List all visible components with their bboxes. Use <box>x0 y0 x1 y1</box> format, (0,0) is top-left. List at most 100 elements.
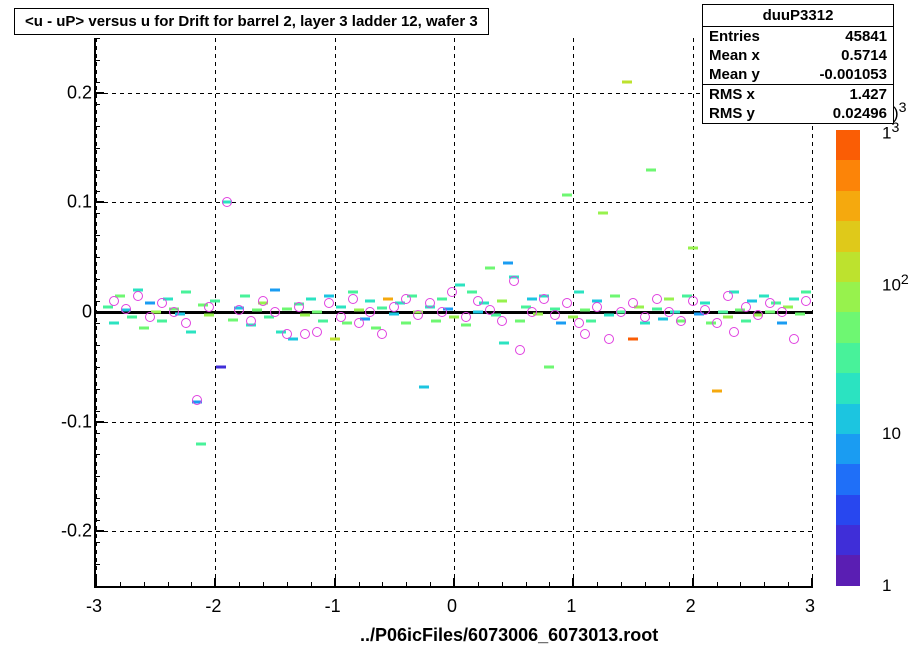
data-marker <box>499 341 509 344</box>
stats-rmsx: RMS x1.427 <box>703 85 893 104</box>
data-marker <box>789 297 799 300</box>
profile-marker <box>485 305 495 315</box>
profile-marker <box>616 307 626 317</box>
data-marker <box>383 297 393 300</box>
profile-marker <box>181 318 191 328</box>
colorbar-tick: 10 <box>882 424 901 444</box>
data-marker <box>556 321 566 324</box>
profile-marker <box>377 329 387 339</box>
data-marker <box>449 316 459 319</box>
profile-marker <box>169 307 179 317</box>
profile-marker <box>348 294 358 304</box>
data-marker <box>795 313 805 316</box>
profile-marker <box>592 302 602 312</box>
data-marker <box>336 305 346 308</box>
data-marker <box>252 308 262 311</box>
profile-marker <box>222 197 232 207</box>
data-marker <box>497 300 507 303</box>
profile-marker <box>700 305 710 315</box>
data-marker <box>228 318 238 321</box>
data-marker <box>109 321 119 324</box>
ytick-label: 0.1 <box>32 192 92 213</box>
xtick-label: 2 <box>686 596 696 617</box>
xtick-label: -1 <box>325 596 341 617</box>
profile-marker <box>234 305 244 315</box>
profile-marker <box>300 329 310 339</box>
data-marker <box>712 389 722 392</box>
ytick-label: -0.2 <box>32 521 92 542</box>
data-marker <box>240 294 250 297</box>
profile-marker <box>539 294 549 304</box>
profile-marker <box>509 276 519 286</box>
profile-marker <box>109 296 119 306</box>
profile-marker <box>246 316 256 326</box>
stats-entries: Entries45841 <box>703 27 893 46</box>
profile-marker <box>258 296 268 306</box>
data-marker <box>455 283 465 286</box>
data-marker <box>586 319 596 322</box>
profile-marker <box>550 310 560 320</box>
data-marker <box>503 261 513 264</box>
data-marker <box>688 247 698 250</box>
profile-marker <box>753 310 763 320</box>
data-marker <box>377 306 387 309</box>
profile-marker <box>121 304 131 314</box>
profile-marker <box>473 296 483 306</box>
data-marker <box>300 314 310 317</box>
profile-marker <box>515 345 525 355</box>
data-marker <box>318 319 328 322</box>
data-marker <box>646 168 656 171</box>
data-marker <box>365 300 375 303</box>
profile-marker <box>270 307 280 317</box>
profile-marker <box>157 298 167 308</box>
profile-marker <box>312 327 322 337</box>
stats-box: duuP3312 Entries45841 Mean x0.5714 Mean … <box>702 4 894 124</box>
profile-marker <box>741 302 751 312</box>
data-marker <box>515 319 525 322</box>
data-marker <box>270 289 280 292</box>
data-marker <box>610 294 620 297</box>
footer-path: ../P06icFiles/6073006_6073013.root <box>360 625 658 646</box>
data-marker <box>312 311 322 314</box>
data-marker <box>544 365 554 368</box>
profile-marker <box>664 307 674 317</box>
ytick-label: -0.1 <box>32 411 92 432</box>
data-marker <box>401 321 411 324</box>
colorbar-tick: 1 <box>882 576 891 596</box>
data-marker <box>485 267 495 270</box>
profile-marker <box>604 334 614 344</box>
profile-marker <box>389 302 399 312</box>
data-marker <box>324 294 334 297</box>
profile-marker <box>401 294 411 304</box>
profile-marker <box>461 312 471 322</box>
data-marker <box>777 321 787 324</box>
profile-marker <box>652 294 662 304</box>
ytick-label: 0 <box>32 302 92 323</box>
profile-marker <box>676 316 686 326</box>
profile-marker <box>801 296 811 306</box>
data-marker <box>718 311 728 314</box>
profile-marker <box>133 291 143 301</box>
data-marker <box>216 365 226 368</box>
profile-marker <box>437 307 447 317</box>
profile-marker <box>336 312 346 322</box>
stats-meanx: Mean x0.5714 <box>703 46 893 65</box>
data-marker <box>186 330 196 333</box>
data-marker <box>288 338 298 341</box>
profile-marker <box>192 395 202 405</box>
data-marker <box>342 321 352 324</box>
data-marker <box>306 297 316 300</box>
xtick-label: 0 <box>447 596 457 617</box>
stats-meany: Mean y-0.001053 <box>703 65 893 85</box>
data-marker <box>527 297 537 300</box>
profile-marker <box>723 291 733 301</box>
stats-rmsy: RMS y0.02496 <box>703 104 893 123</box>
profile-marker <box>324 298 334 308</box>
colorbar <box>836 130 860 586</box>
profile-marker <box>574 318 584 328</box>
data-marker <box>723 316 733 319</box>
data-marker <box>467 291 477 294</box>
profile-marker <box>628 298 638 308</box>
profile-marker <box>497 316 507 326</box>
data-marker <box>431 319 441 322</box>
